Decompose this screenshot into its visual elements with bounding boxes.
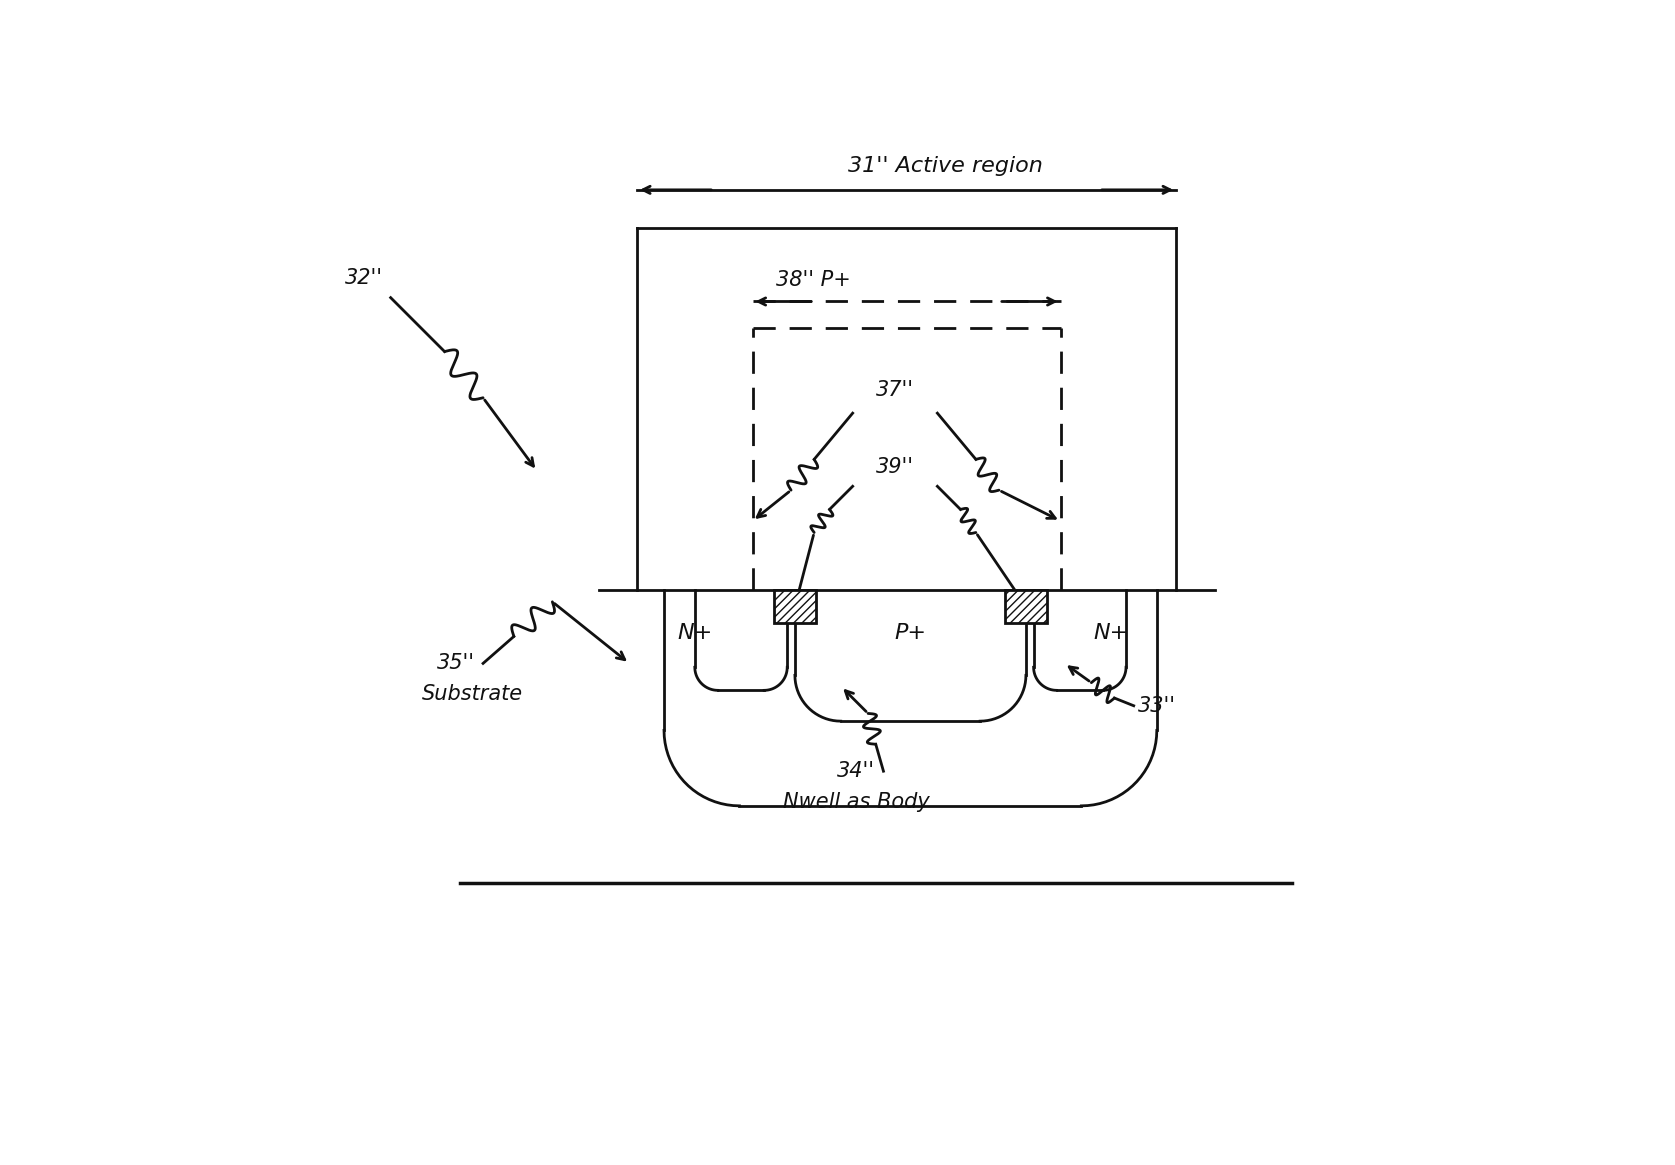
Text: N+: N+ <box>677 622 712 643</box>
Text: 32'': 32'' <box>345 268 382 289</box>
Text: 39'': 39'' <box>876 457 915 476</box>
Text: 33'': 33'' <box>1137 696 1176 715</box>
Text: Substrate: Substrate <box>422 684 523 704</box>
Text: 35'': 35'' <box>437 654 476 673</box>
Text: P+: P+ <box>894 622 926 643</box>
Text: Nwell as Body: Nwell as Body <box>784 792 930 812</box>
Bar <box>774 591 816 622</box>
Text: 31'' Active region: 31'' Active region <box>848 156 1042 176</box>
Bar <box>1005 591 1047 622</box>
Text: 34'': 34'' <box>838 761 876 782</box>
Text: N+: N+ <box>1094 622 1129 643</box>
Text: 37'': 37'' <box>876 380 915 400</box>
Text: 38'' P+: 38'' P+ <box>776 270 851 290</box>
